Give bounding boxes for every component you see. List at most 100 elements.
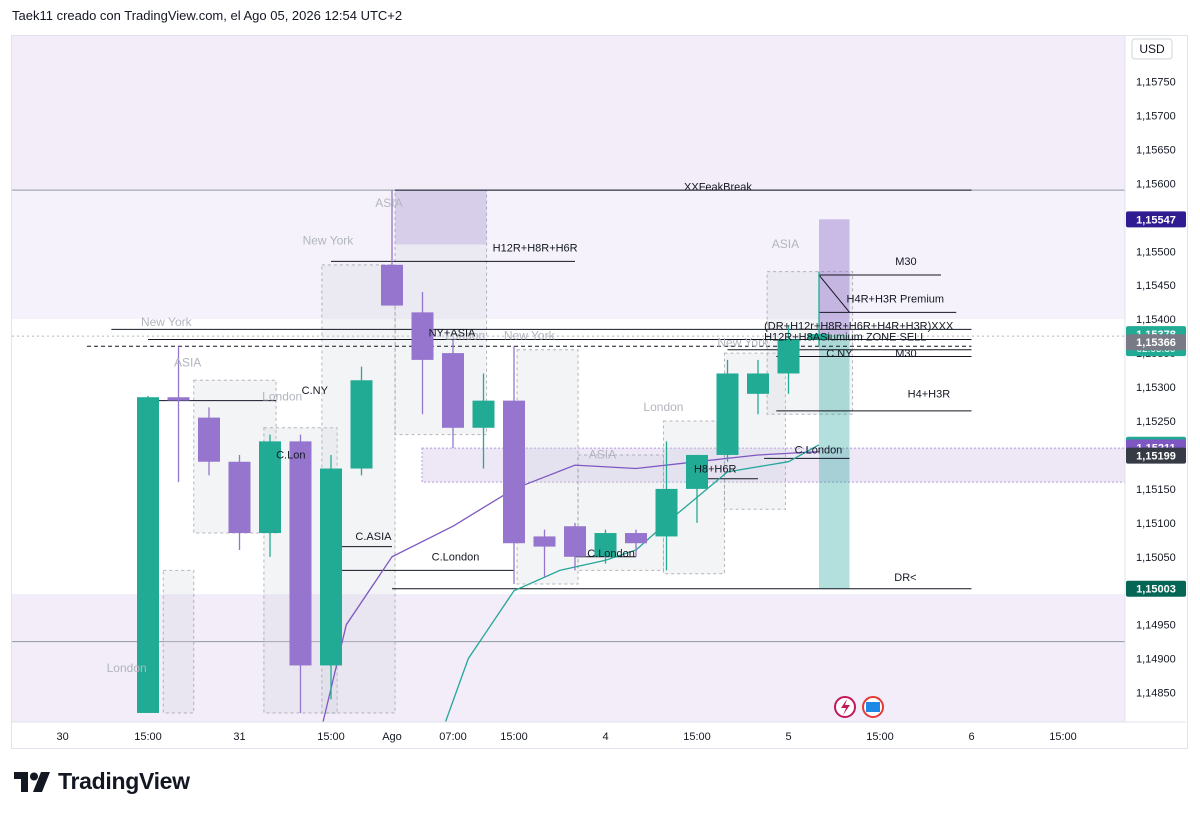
candle-body [137, 397, 159, 713]
annotation-label: C.ASIA [355, 531, 392, 543]
currency-button [1131, 38, 1173, 60]
candle-body [686, 454, 708, 489]
time-tick-label: 31 [233, 731, 245, 743]
us-flag-icon [866, 702, 880, 712]
price-tag [1126, 447, 1186, 464]
session-label: New York [303, 233, 355, 247]
price-tick-label: 1,15700 [1136, 110, 1176, 122]
price-tag [1126, 211, 1186, 228]
background-layer [12, 36, 1126, 727]
candle-body [289, 441, 312, 666]
price-tick-label: 1,15100 [1136, 518, 1176, 530]
annotation-label: M30 [895, 256, 916, 268]
price-tag [1126, 334, 1186, 351]
session-label: London [643, 400, 683, 414]
candle-body [747, 373, 769, 394]
annotation-label: C.London [795, 444, 843, 456]
price-tag-label: 1,15366 [1136, 337, 1176, 349]
time-axis-layer: 30 15:00 31 15:00 Ago 07:00 15:00 4 15:00 5 15:00 6… [12, 696, 1186, 748]
time-tick-label: 5 [785, 731, 791, 743]
session-label: London [262, 390, 302, 404]
time-tick-label: 6 [968, 731, 974, 743]
price-tick-label: 1,14850 [1136, 688, 1176, 700]
price-tag-label: 1,15003 [1136, 584, 1176, 596]
time-tick-label: 15:00 [866, 731, 894, 743]
price-axis-background [1125, 36, 1187, 722]
candle-body [625, 533, 647, 544]
candle-body [777, 339, 800, 374]
price-tick-label: 1,15600 [1136, 178, 1176, 190]
candle-body [564, 526, 586, 557]
session-label: London [445, 329, 485, 343]
price-tick-label: 1,15650 [1136, 144, 1176, 156]
session-label: ASIA [375, 196, 402, 210]
asia-box-2 [394, 189, 488, 436]
london-box-2 [162, 569, 195, 714]
price-tick-label: 1,14950 [1136, 620, 1176, 632]
position-target-zone [819, 334, 850, 589]
tradingview-logo-icon [14, 771, 50, 792]
annotation-label: C.London [587, 548, 635, 560]
time-tick-label: 15:00 [317, 731, 345, 743]
time-tick-label: 30 [56, 731, 68, 743]
candle-body [320, 468, 342, 666]
lightning-bolt-icon [841, 699, 850, 715]
candle-body [716, 373, 739, 455]
price-tick-label: 1,15400 [1136, 314, 1176, 326]
annotation-label: H12R+H8ASiumium ZONE SELL [764, 332, 926, 344]
candle-body [228, 461, 251, 534]
candle-body [472, 400, 495, 428]
annotation-label: M30 [895, 348, 916, 360]
price-tick-label: 1,15250 [1136, 416, 1176, 428]
price-tick-label: 1,15150 [1136, 484, 1176, 496]
time-tick-label: 4 [602, 731, 608, 743]
session-label: ASIA [174, 356, 201, 370]
price-tick-label: 1,14900 [1136, 654, 1176, 666]
asia-high-zone [395, 190, 487, 245]
price-tick-label: 1,15750 [1136, 77, 1176, 89]
price-tick-label: 1,15050 [1136, 552, 1176, 564]
annotation-label: DR< [894, 572, 916, 584]
candle-body [594, 533, 617, 557]
candle-body [533, 536, 556, 547]
candle-body [442, 353, 464, 428]
candle-body [808, 334, 830, 340]
annotation-label: H4R+H3R Premium [847, 294, 945, 306]
session-label: London [107, 661, 147, 675]
candle-body [411, 312, 434, 360]
price-axis-layer: USD1,157501,157001,156501,156001,155501,… [1124, 36, 1187, 722]
annotation-label: NY+ASIA [429, 328, 476, 340]
candle-body [350, 380, 373, 469]
price-tag-label: 1,15199 [1136, 451, 1176, 463]
session-label: New York [141, 315, 193, 329]
candles-layer [137, 190, 830, 713]
currency-label: USD [1139, 42, 1165, 56]
level-lines-layer [87, 189, 972, 590]
time-tick-label: 15:00 [1049, 731, 1077, 743]
time-axis-background [12, 722, 1125, 748]
candle-body [655, 488, 678, 537]
session-label: ASIA [589, 447, 616, 461]
annotation-label: H4+H3R [908, 389, 951, 401]
candle-body [503, 400, 525, 544]
premium-zone-band [12, 36, 1125, 191]
position-risk-zone [819, 219, 850, 335]
price-tag [1126, 580, 1186, 597]
tradingview-brand[interactable]: TradingView [14, 768, 190, 795]
price-tick-label: 1,15450 [1136, 280, 1176, 292]
candle-body [381, 264, 403, 306]
candle-body [259, 441, 281, 534]
annotations-layer: ASIA New York ASIA New York New York London Ne… [107, 182, 954, 676]
discount-zone-band [12, 594, 1125, 727]
m30-diagonal-line [818, 274, 850, 313]
session-label: New York [504, 329, 556, 343]
chart-header-title: Taek11 creado con TradingView.com, el Ag… [12, 8, 403, 23]
price-tick-label: 1,15300 [1136, 382, 1176, 394]
time-tick-label: 15:00 [683, 731, 711, 743]
candle-body [198, 417, 220, 462]
annotation-label: H8+H6R [694, 463, 737, 475]
session-label: ASIA [772, 237, 799, 251]
annotation-label: C.London [432, 552, 480, 564]
time-tick-label: 07:00 [439, 731, 467, 743]
